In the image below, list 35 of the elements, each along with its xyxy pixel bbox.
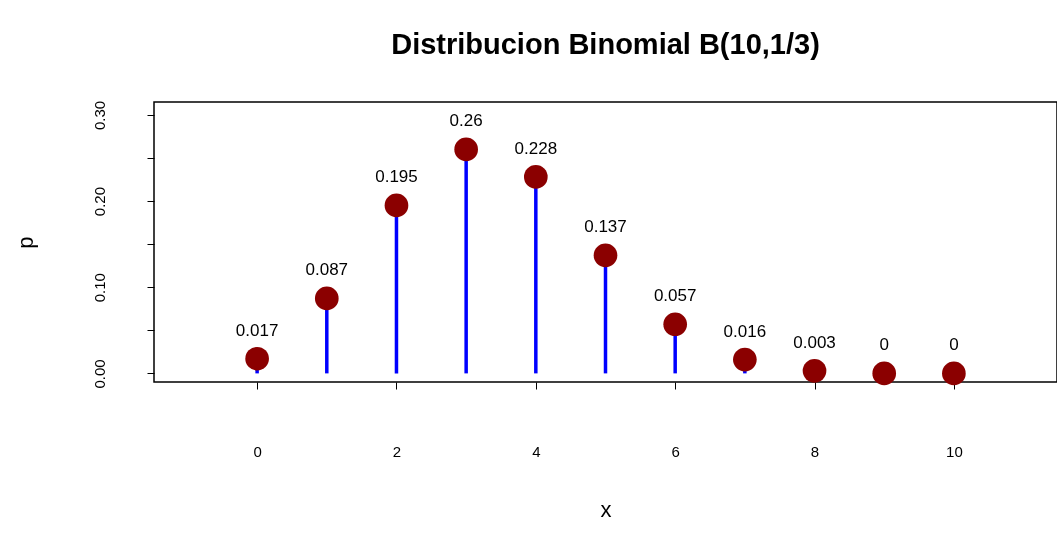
- point: [663, 312, 688, 337]
- x-axis-title: x: [600, 496, 612, 522]
- data-label: 0.003: [793, 332, 836, 352]
- y-tick-label: 0.30: [90, 100, 108, 131]
- point: [523, 165, 548, 189]
- data-label: 0.195: [375, 167, 418, 187]
- x-tick-label: 6: [671, 442, 680, 460]
- data-label: 0.057: [653, 286, 697, 306]
- x-tick-label: 10: [946, 442, 963, 460]
- data-label: 0: [879, 335, 889, 355]
- data-label: 0.016: [723, 321, 767, 341]
- point: [314, 286, 339, 311]
- chart-title: Distribucion Binomial B(10,1/3): [391, 28, 820, 61]
- data-label: 0.087: [305, 260, 349, 280]
- point: [802, 358, 827, 383]
- point: [733, 347, 757, 372]
- point: [384, 193, 409, 218]
- y-tick-label: 0.20: [90, 186, 108, 217]
- x-tick-label: 8: [810, 442, 820, 460]
- y-axis-title: p: [12, 236, 38, 249]
- y-tick-label: 0.10: [90, 273, 108, 303]
- point: [872, 361, 897, 386]
- point: [942, 361, 966, 386]
- x-tick-label: 4: [532, 442, 541, 460]
- data-label: 0.017: [235, 320, 279, 340]
- data-label: 0: [949, 335, 959, 355]
- y-tick-label: 0.00: [90, 359, 108, 389]
- point: [593, 243, 618, 268]
- data-label: 0.228: [514, 138, 558, 158]
- point: [245, 346, 269, 371]
- data-label: 0.26: [449, 111, 483, 131]
- x-tick-label: 0: [253, 442, 262, 460]
- point: [454, 137, 478, 162]
- data-label: 0.137: [584, 217, 627, 237]
- x-tick-label: 2: [392, 442, 402, 460]
